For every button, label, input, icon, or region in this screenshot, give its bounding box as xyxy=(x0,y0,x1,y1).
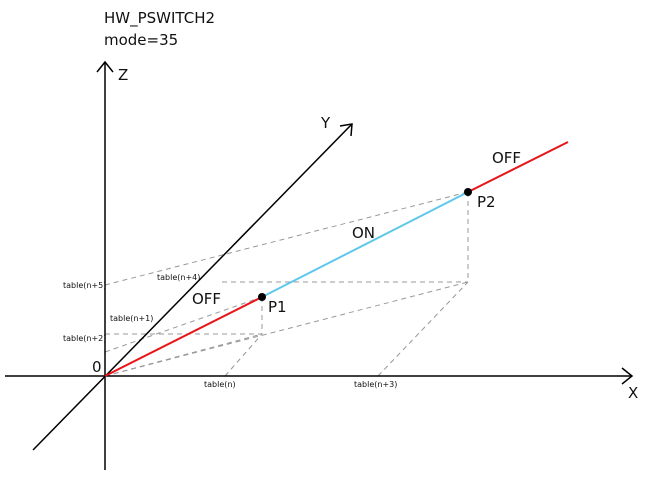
table-label: table(n+4) xyxy=(157,273,200,282)
point xyxy=(464,188,472,196)
projection-lines xyxy=(104,191,469,377)
table-label: table(n+3) xyxy=(354,380,397,389)
point xyxy=(258,293,266,301)
segment-on xyxy=(261,191,469,298)
title: HW_PSWITCH2 xyxy=(104,9,215,28)
table-label: table(n) xyxy=(204,380,236,389)
point-label: P1 xyxy=(268,298,287,316)
origin-label: 0 xyxy=(92,358,102,376)
segment-label: ON xyxy=(352,224,375,242)
point-label: P2 xyxy=(477,193,496,211)
y-label: Y xyxy=(320,114,331,132)
z-label: Z xyxy=(118,66,128,84)
mode: mode=35 xyxy=(104,31,178,49)
segment-label: OFF xyxy=(192,290,221,308)
axes xyxy=(5,60,634,470)
table-label: table(n+5) xyxy=(63,281,106,290)
segment-label: OFF xyxy=(492,149,521,167)
table-label: table(n+1) xyxy=(110,314,153,323)
segment-off xyxy=(104,296,263,377)
table-label: table(n+2) xyxy=(63,334,106,343)
x-label: X xyxy=(628,384,638,402)
segment-off xyxy=(467,141,569,193)
